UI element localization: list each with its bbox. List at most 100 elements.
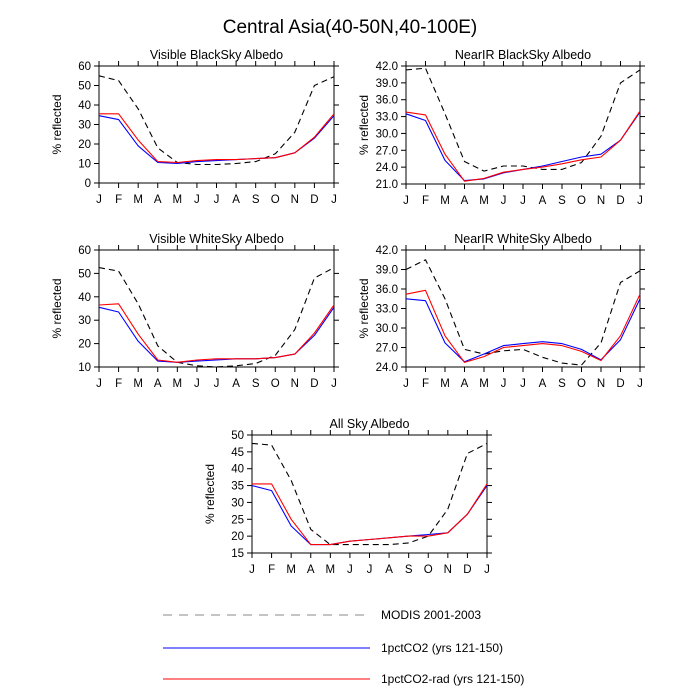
x-tick-label: J: [194, 194, 200, 206]
x-tick-label: J: [501, 195, 507, 207]
y-tick-label: 60: [78, 245, 91, 257]
y-tick-label: 60: [78, 61, 91, 73]
x-tick-label: S: [558, 378, 566, 390]
x-tick-label: J: [367, 564, 373, 576]
y-tick-label: 40: [231, 464, 244, 476]
y-tick-label: 20: [78, 339, 91, 351]
series-line: [405, 110, 641, 182]
legend-label: MODIS 2001-2003: [381, 608, 481, 622]
x-tick-label: A: [232, 194, 240, 206]
x-tick-label: F: [268, 564, 275, 576]
y-tick-label: 25: [231, 514, 244, 526]
y-tick-label: 42.0: [376, 245, 398, 257]
x-tick-label: A: [385, 564, 393, 576]
series-line: [405, 259, 641, 366]
plot-frame: [405, 249, 641, 368]
x-tick-label: J: [520, 195, 526, 207]
x-tick-label: J: [331, 194, 337, 206]
y-tick-label: 50: [78, 81, 91, 93]
x-tick-label: D: [310, 378, 318, 390]
x-tick-label: J: [194, 378, 200, 390]
x-tick-label: O: [577, 195, 586, 207]
plot-frame: [251, 434, 488, 554]
y-axis-label: % reflected: [357, 278, 371, 338]
x-tick-label: J: [484, 564, 490, 576]
legend-entry: MODIS 2001-2003: [163, 608, 481, 622]
x-tick-label: O: [424, 564, 433, 576]
x-tick-label: O: [577, 378, 586, 390]
x-tick-label: A: [154, 194, 162, 206]
y-tick-label: 30.0: [376, 323, 398, 335]
y-tick-label: 50: [78, 268, 91, 280]
plot-frame: [98, 65, 335, 184]
y-tick-label: 39.0: [376, 78, 398, 90]
panel-title: NearIR BlackSky Albedo: [455, 48, 591, 62]
x-tick-label: J: [403, 195, 409, 207]
x-tick-label: F: [115, 378, 122, 390]
y-tick-label: 24.0: [376, 162, 398, 174]
x-tick-label: S: [405, 564, 413, 576]
y-tick-label: 10: [78, 362, 91, 374]
y-tick-label: 20: [231, 531, 244, 543]
y-tick-label: 33.0: [376, 304, 398, 316]
y-tick-label: 33.0: [376, 112, 398, 124]
y-axis-label: % reflected: [357, 95, 371, 155]
x-tick-label: N: [291, 194, 299, 206]
y-tick-label: 35: [231, 481, 244, 493]
x-tick-label: M: [133, 194, 143, 206]
x-tick-label: M: [479, 378, 489, 390]
x-tick-label: J: [403, 378, 409, 390]
y-tick-label: 40: [78, 292, 91, 304]
series-line: [405, 67, 641, 172]
y-tick-label: 27.0: [376, 145, 398, 157]
x-tick-label: J: [347, 564, 353, 576]
x-tick-label: N: [444, 564, 452, 576]
y-tick-label: 30: [78, 315, 91, 327]
x-tick-label: M: [173, 378, 183, 390]
y-tick-label: 10: [78, 159, 91, 171]
x-tick-label: D: [310, 194, 318, 206]
x-tick-label: F: [115, 194, 122, 206]
series-line: [99, 113, 335, 164]
x-tick-label: M: [440, 195, 450, 207]
x-tick-label: A: [461, 195, 469, 207]
x-tick-label: M: [173, 194, 183, 206]
series-line: [251, 485, 488, 546]
series-line: [98, 306, 335, 363]
figure-title: Central Asia(40-50N,40-100E): [223, 17, 478, 38]
y-axis-label: % reflected: [50, 94, 64, 154]
legend: MODIS 2001-2003 1pctCO2 (yrs 121-150) 1pct…: [163, 608, 524, 686]
y-tick-label: 30: [78, 120, 91, 132]
panel-title: NearIR WhiteSky Albedo: [454, 232, 592, 246]
x-tick-label: M: [133, 378, 143, 390]
x-tick-label: D: [616, 378, 624, 390]
x-tick-label: A: [539, 378, 547, 390]
x-tick-label: M: [440, 378, 450, 390]
x-tick-label: F: [422, 378, 429, 390]
x-tick-label: S: [252, 194, 260, 206]
y-tick-label: 50: [231, 430, 244, 442]
x-tick-label: J: [96, 378, 102, 390]
x-tick-label: S: [558, 195, 566, 207]
legend-entry: 1pctCO2 (yrs 121-150): [163, 641, 503, 655]
x-tick-label: J: [331, 378, 337, 390]
panel-title: Visible BlackSky Albedo: [150, 48, 283, 62]
x-tick-label: J: [637, 378, 643, 390]
y-tick-label: 15: [231, 548, 244, 560]
x-tick-label: J: [214, 378, 220, 390]
x-tick-label: J: [501, 378, 507, 390]
panel-title: Visible WhiteSky Albedo: [149, 232, 284, 246]
x-tick-label: J: [249, 564, 255, 576]
x-tick-label: A: [461, 378, 469, 390]
y-tick-label: 30: [231, 497, 244, 509]
y-tick-label: 39.0: [376, 265, 398, 277]
legend-label: 1pctCO2 (yrs 121-150): [381, 641, 503, 655]
x-tick-label: A: [232, 378, 240, 390]
y-axis-label: % reflected: [203, 464, 217, 524]
